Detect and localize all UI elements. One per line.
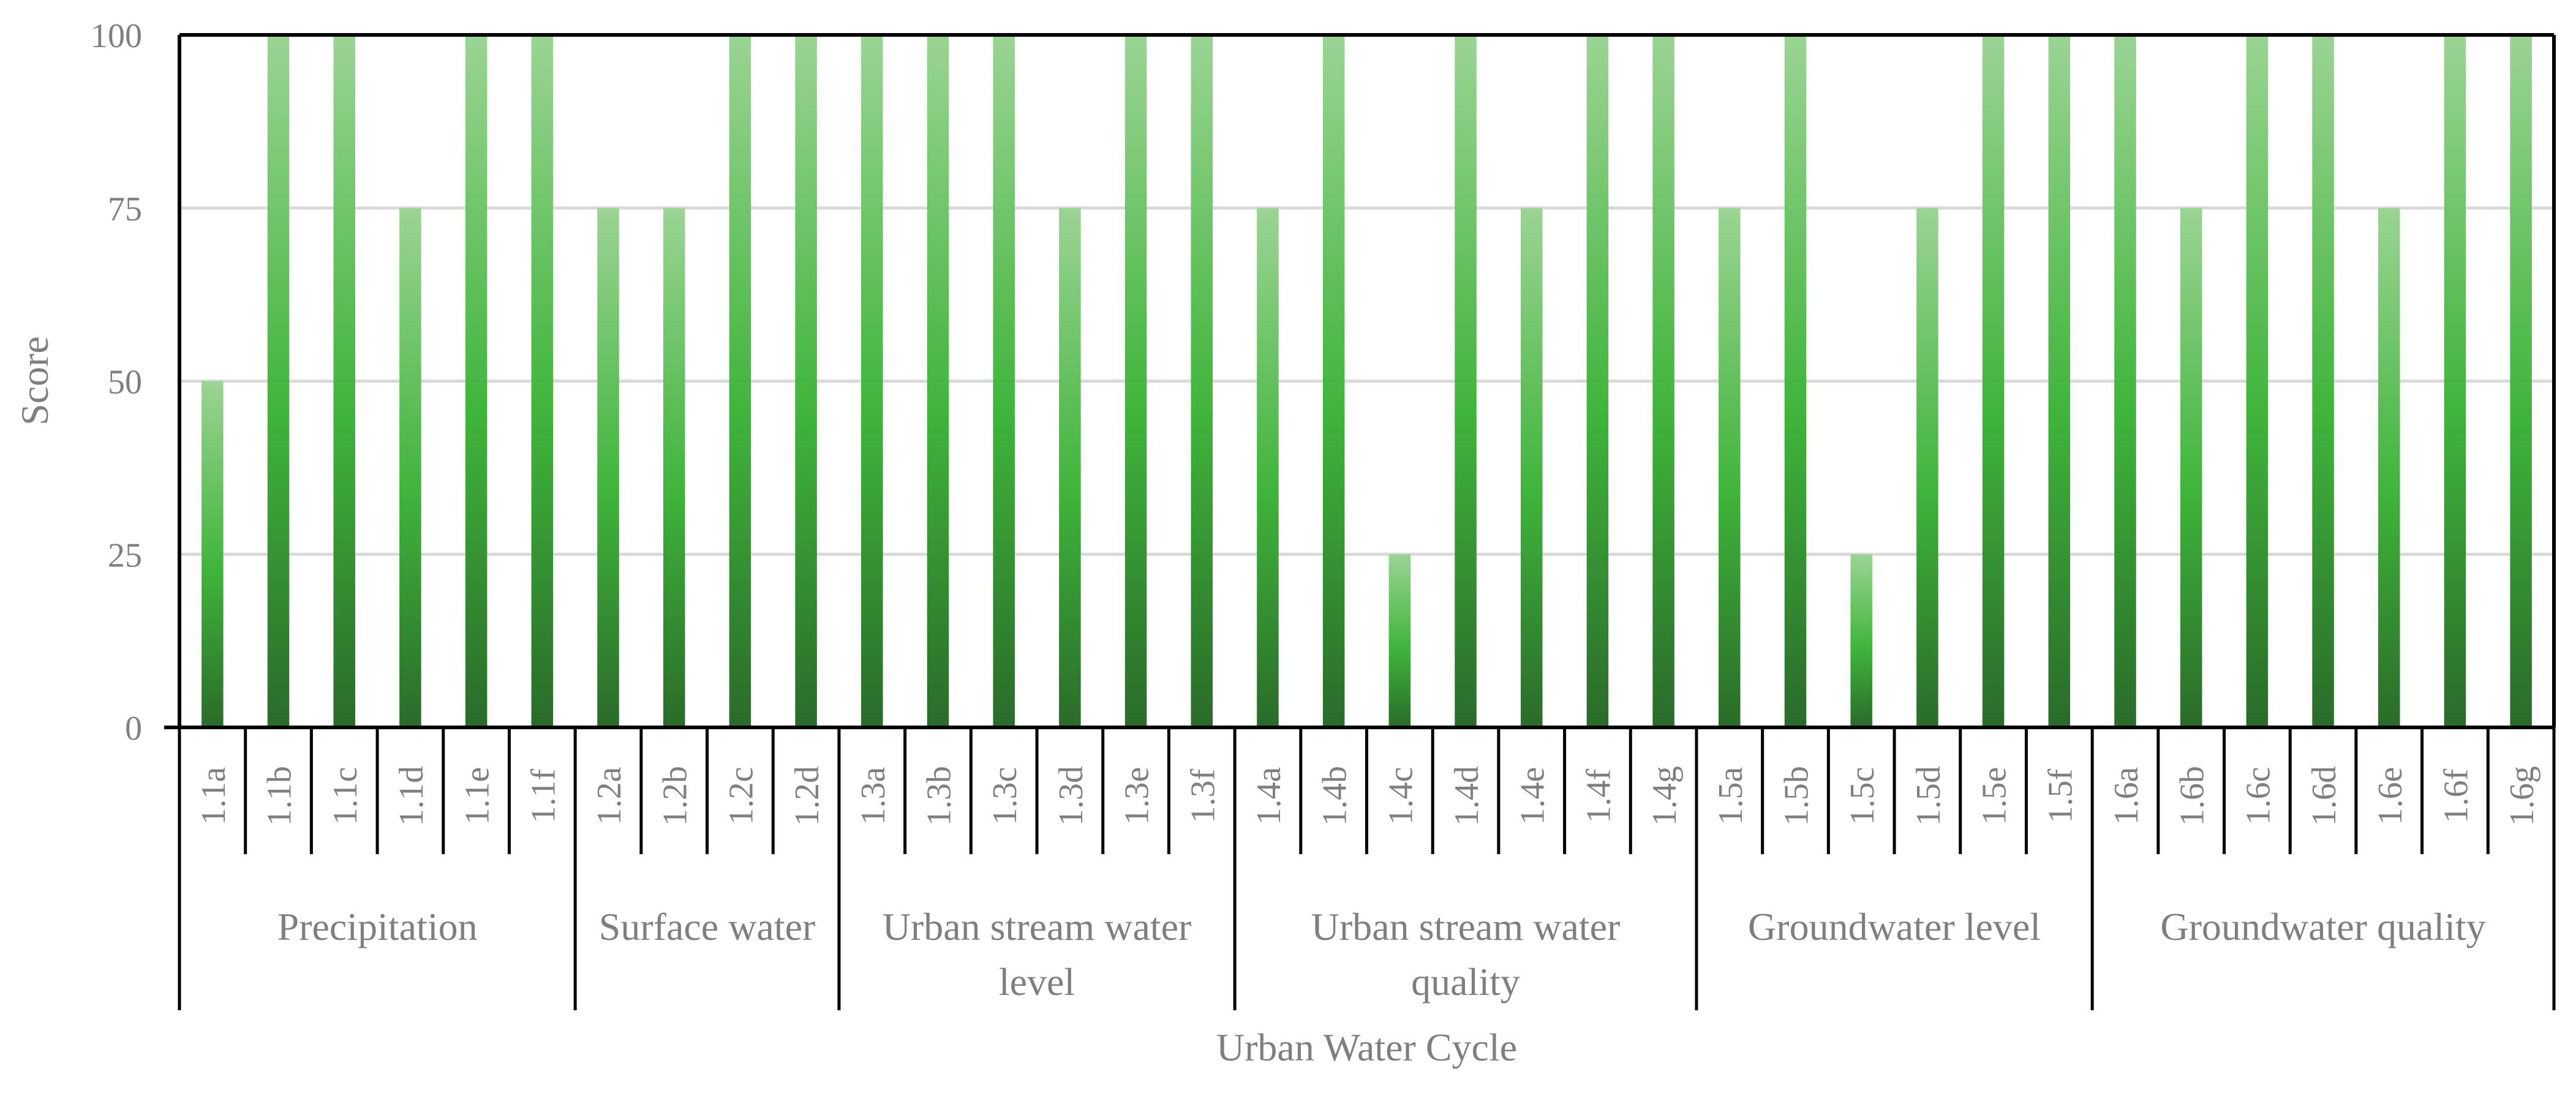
bar: [927, 35, 949, 727]
x-category-label: 1.3c: [986, 767, 1024, 825]
x-category-label: 1.1b: [261, 766, 299, 826]
x-category-label: 1.5b: [1778, 766, 1816, 826]
bar: [2312, 35, 2334, 727]
bar: [861, 35, 883, 727]
x-category-label: 1.3e: [1118, 767, 1156, 825]
bar: [2180, 208, 2202, 727]
group-label: Urban stream water quality: [1311, 905, 1621, 1004]
bar: [1388, 554, 1411, 727]
x-category-label: 1.6b: [2174, 766, 2212, 826]
bar: [1455, 35, 1477, 727]
bar: [201, 381, 224, 727]
bar: [2378, 208, 2400, 727]
y-tick-label: 75: [108, 190, 142, 228]
x-category-label: 1.4e: [1514, 767, 1552, 825]
x-category-label: 1.4c: [1382, 767, 1420, 825]
x-category-label: 1.1d: [393, 766, 431, 826]
bar: [1322, 35, 1345, 727]
bar: [2114, 35, 2136, 727]
x-category-label: 1.3d: [1052, 766, 1090, 826]
group-label: Urban stream water level: [883, 905, 1192, 1004]
bar: [1719, 208, 1741, 727]
x-category-label: 1.2a: [590, 767, 628, 825]
group-label: Precipitation: [277, 905, 478, 948]
x-category-label: 1.6c: [2239, 767, 2277, 825]
bar: [399, 208, 421, 727]
bars: [201, 35, 2532, 727]
bar: [597, 208, 619, 727]
x-category-label: 1.1f: [524, 768, 562, 823]
x-category-label: 1.2d: [788, 766, 826, 826]
x-category-label: 1.1a: [195, 767, 233, 825]
x-category-label: 1.2b: [657, 766, 695, 826]
x-category-label: 1.4g: [1646, 766, 1684, 826]
x-category-label: 1.1c: [326, 767, 364, 825]
x-category-label: 1.5f: [2041, 768, 2079, 823]
x-category-label: 1.5e: [1976, 767, 2014, 825]
axes: 0 25 50 75 100 1.1a 1.1b 1.1c 1.1d 1.1e 1.1f 1.2a 1.…: [91, 17, 2556, 1010]
bar: [729, 35, 751, 727]
group-label: Groundwater quality: [2160, 905, 2485, 948]
y-tick-label: 25: [108, 536, 142, 574]
bar: [993, 35, 1015, 727]
x-category-label: 1.5d: [1910, 766, 1948, 826]
x-category-label: 1.6f: [2437, 768, 2475, 823]
bar: [1124, 35, 1147, 727]
bar: [333, 35, 356, 727]
bar: [2510, 35, 2532, 727]
y-tick-label: 50: [108, 364, 142, 402]
bar: [1850, 554, 1872, 727]
bar: [2246, 35, 2269, 727]
bar: [1520, 208, 1543, 727]
x-category-label: 1.5c: [1843, 767, 1881, 825]
x-category-label: 1.1e: [459, 767, 497, 825]
x-category-label: 1.5a: [1712, 767, 1750, 825]
bar: [1586, 35, 1609, 727]
x-category-label: 1.4f: [1580, 768, 1618, 823]
group-label: Groundwater level: [1748, 905, 2041, 948]
x-category-label: 1.4d: [1448, 766, 1486, 826]
bar: [795, 35, 817, 727]
x-category-label: 1.3a: [854, 767, 892, 825]
y-tick-label: 100: [91, 17, 142, 55]
bar: [267, 35, 290, 727]
bar: [1191, 35, 1213, 727]
bar: [465, 35, 488, 727]
x-category-label: 1.4b: [1316, 766, 1354, 826]
bar: [1982, 35, 2005, 727]
x-axis-title: Urban Water Cycle: [1216, 1026, 1517, 1069]
x-category-label: 1.3b: [920, 766, 958, 826]
bar: [1652, 35, 1674, 727]
bar: [2048, 35, 2071, 727]
bar: [531, 35, 554, 727]
y-tick-label: 0: [125, 710, 142, 748]
x-category-label: 1.6g: [2503, 766, 2541, 826]
x-category-label: 1.4a: [1250, 767, 1288, 825]
x-category-label: 1.6e: [2371, 767, 2409, 825]
bar: [1257, 208, 1279, 727]
bar: [1916, 208, 1938, 727]
x-category-label: 1.6d: [2305, 766, 2343, 826]
y-axis-title: Score: [13, 336, 56, 426]
bar: [2444, 35, 2466, 727]
bar: [1784, 35, 1807, 727]
bar: [663, 208, 685, 727]
x-category-label: 1.3f: [1184, 768, 1222, 823]
bar: [1059, 208, 1081, 727]
x-category-label: 1.2c: [722, 767, 760, 825]
x-category-label: 1.6a: [2107, 767, 2145, 825]
group-label: Surface water: [599, 905, 816, 948]
